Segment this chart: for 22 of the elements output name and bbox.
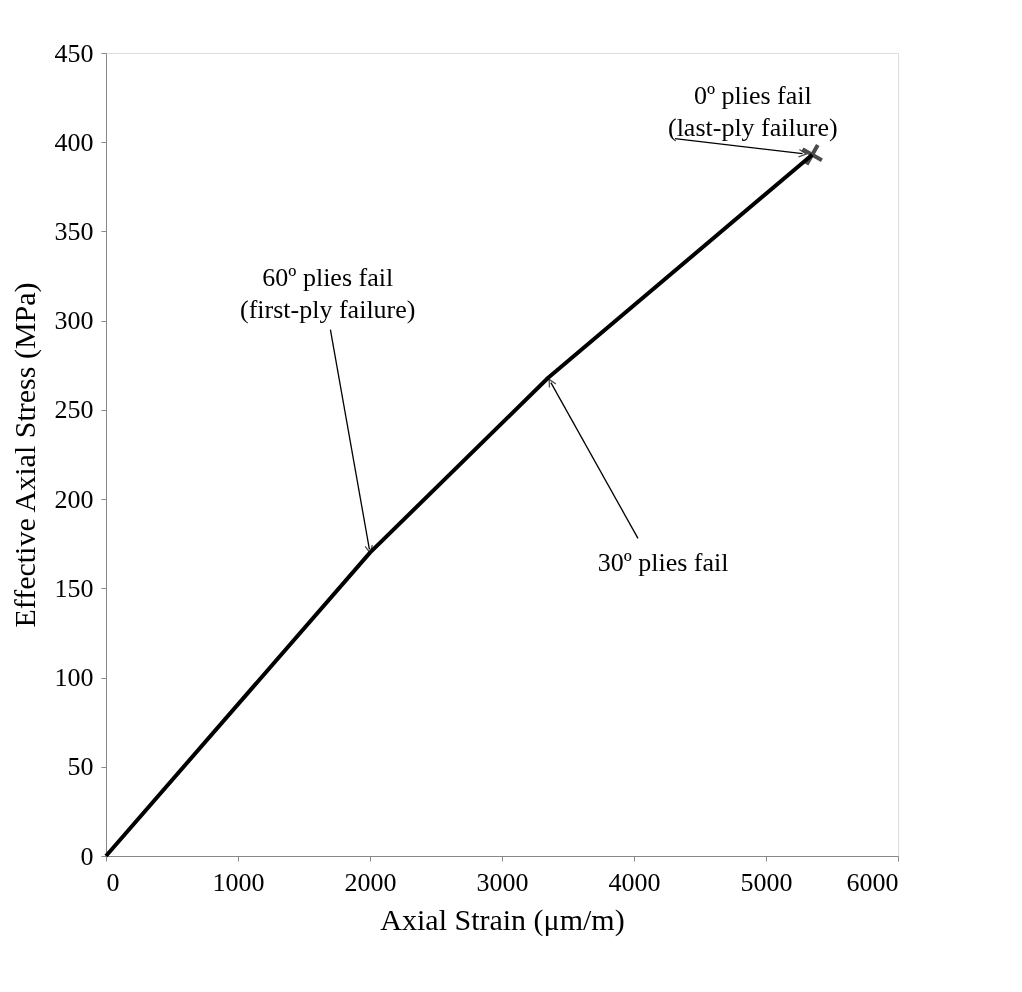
annotation: 0º plies fail (last-ply failure) xyxy=(667,80,838,142)
x-tick-label: 6000 xyxy=(846,867,899,897)
annotation: 30º plies fail xyxy=(597,548,729,578)
y-tick-label: 200 xyxy=(54,484,94,514)
y-tick-label: 100 xyxy=(54,663,94,693)
x-tick-label: 4000 xyxy=(608,867,661,897)
y-tick-label: 350 xyxy=(54,216,94,246)
x-tick-label: 2000 xyxy=(344,867,397,897)
y-tick-label: 250 xyxy=(54,395,94,425)
y-tick-label: 0 xyxy=(80,841,94,871)
annotation: 60º plies fail (first-ply failure) xyxy=(240,262,416,324)
x-axis-title: Axial Strain (μm/m) xyxy=(380,902,625,937)
y-tick-label: 150 xyxy=(54,573,94,603)
x-tick-label: 5000 xyxy=(740,867,793,897)
y-axis-title: Effective Axial Stress (MPa) xyxy=(7,282,42,628)
x-tick-label: 3000 xyxy=(476,867,529,897)
x-tick-label: 1000 xyxy=(212,867,265,897)
y-tick-label: 450 xyxy=(54,38,94,68)
y-tick-label: 300 xyxy=(54,306,94,336)
y-tick-label: 50 xyxy=(67,752,94,782)
x-tick-label: 0 xyxy=(106,867,120,897)
y-tick-label: 400 xyxy=(54,127,94,157)
